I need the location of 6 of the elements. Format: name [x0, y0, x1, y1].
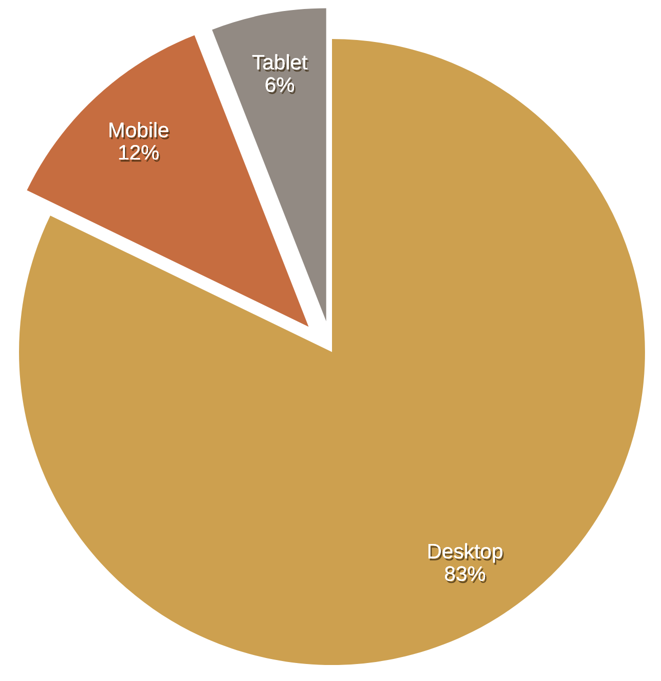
- data-label: 12%: [119, 144, 160, 162]
- data-label: 6%: [266, 77, 296, 94]
- slice-label: Tablet: [252, 54, 309, 72]
- slice-label: Mobile: [110, 122, 170, 140]
- slice-label: Desktop: [428, 543, 504, 565]
- data-label: 83%: [445, 566, 486, 584]
